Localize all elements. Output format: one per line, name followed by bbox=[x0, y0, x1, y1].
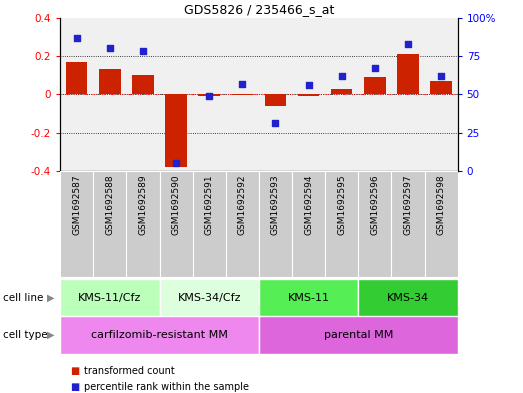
Bar bbox=[259, 171, 292, 277]
Text: cell type: cell type bbox=[3, 330, 47, 340]
Text: GSM1692594: GSM1692594 bbox=[304, 174, 313, 235]
Point bbox=[73, 35, 81, 41]
Bar bbox=[425, 171, 458, 277]
Point bbox=[238, 81, 246, 87]
Point bbox=[437, 73, 445, 79]
Bar bbox=[127, 171, 160, 277]
Text: GSM1692595: GSM1692595 bbox=[337, 174, 346, 235]
Title: GDS5826 / 235466_s_at: GDS5826 / 235466_s_at bbox=[184, 4, 334, 17]
Text: percentile rank within the sample: percentile rank within the sample bbox=[84, 382, 248, 392]
Bar bbox=[60, 171, 93, 277]
Bar bbox=[259, 279, 358, 316]
Bar bbox=[93, 171, 127, 277]
Bar bbox=[165, 94, 187, 167]
Point bbox=[172, 160, 180, 166]
Text: GSM1692597: GSM1692597 bbox=[403, 174, 413, 235]
Text: GSM1692591: GSM1692591 bbox=[204, 174, 214, 235]
Bar bbox=[430, 81, 452, 94]
Text: KMS-11/Cfz: KMS-11/Cfz bbox=[78, 293, 142, 303]
Bar bbox=[391, 171, 425, 277]
Point bbox=[205, 93, 213, 99]
Bar bbox=[132, 75, 154, 94]
Text: parental MM: parental MM bbox=[324, 330, 393, 340]
Text: GSM1692588: GSM1692588 bbox=[105, 174, 115, 235]
Bar bbox=[99, 70, 121, 94]
Text: GSM1692593: GSM1692593 bbox=[271, 174, 280, 235]
Bar bbox=[198, 94, 220, 96]
Bar bbox=[60, 316, 259, 354]
Text: cell line: cell line bbox=[3, 293, 43, 303]
Point bbox=[106, 45, 114, 51]
Text: KMS-34/Cfz: KMS-34/Cfz bbox=[177, 293, 241, 303]
Point bbox=[337, 73, 346, 79]
Bar bbox=[292, 171, 325, 277]
Point bbox=[404, 40, 412, 47]
Text: transformed count: transformed count bbox=[84, 366, 175, 376]
Text: GSM1692587: GSM1692587 bbox=[72, 174, 81, 235]
Text: GSM1692598: GSM1692598 bbox=[437, 174, 446, 235]
Bar bbox=[364, 77, 385, 94]
Point bbox=[304, 82, 313, 88]
Bar bbox=[226, 171, 259, 277]
Bar bbox=[358, 171, 391, 277]
Bar bbox=[232, 94, 253, 95]
Text: GSM1692589: GSM1692589 bbox=[139, 174, 147, 235]
Bar bbox=[192, 171, 226, 277]
Bar bbox=[160, 171, 192, 277]
Bar bbox=[60, 279, 160, 316]
Bar bbox=[160, 279, 259, 316]
Text: ■: ■ bbox=[71, 382, 80, 392]
Text: GSM1692596: GSM1692596 bbox=[370, 174, 379, 235]
Text: KMS-11: KMS-11 bbox=[288, 293, 329, 303]
Text: ■: ■ bbox=[71, 366, 80, 376]
Bar bbox=[358, 279, 458, 316]
Text: KMS-34: KMS-34 bbox=[387, 293, 429, 303]
Bar bbox=[265, 94, 286, 106]
Bar bbox=[325, 171, 358, 277]
Bar bbox=[66, 62, 87, 94]
Bar bbox=[259, 316, 458, 354]
Point bbox=[271, 120, 280, 127]
Text: ▶: ▶ bbox=[48, 293, 55, 303]
Text: carfilzomib-resistant MM: carfilzomib-resistant MM bbox=[91, 330, 228, 340]
Point bbox=[139, 48, 147, 55]
Bar bbox=[298, 94, 320, 96]
Text: GSM1692590: GSM1692590 bbox=[172, 174, 180, 235]
Bar bbox=[331, 88, 353, 94]
Text: ▶: ▶ bbox=[48, 330, 55, 340]
Bar bbox=[397, 54, 419, 94]
Point bbox=[371, 65, 379, 72]
Text: GSM1692592: GSM1692592 bbox=[238, 174, 247, 235]
